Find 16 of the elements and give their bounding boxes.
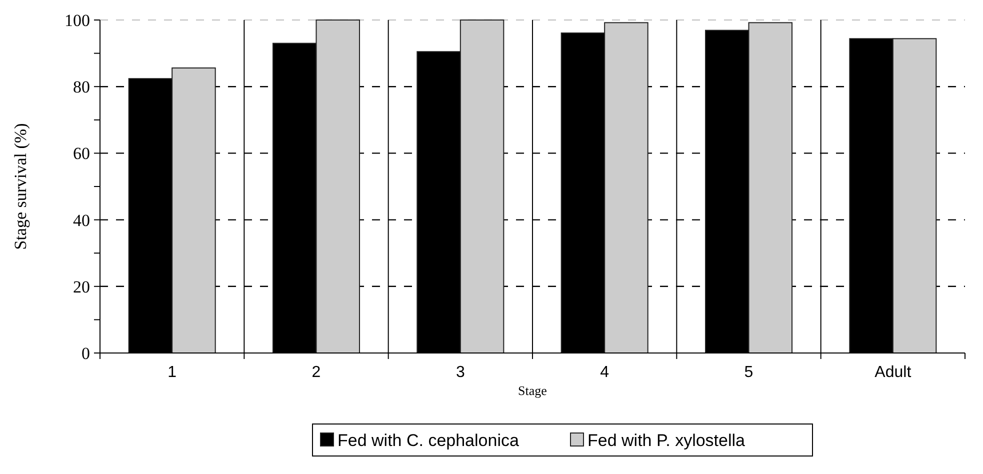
- y-tick-label: 20: [73, 277, 90, 296]
- x-tick-label: 1: [168, 364, 177, 381]
- y-tick-label: 0: [82, 344, 90, 363]
- y-tick-label: 60: [73, 144, 90, 164]
- y-axis-title: Stage survival (%): [11, 123, 30, 250]
- x-tick-label: 5: [744, 364, 754, 381]
- x-tick-label: 2: [312, 364, 321, 381]
- x-tick-label: Adult: [874, 364, 912, 381]
- x-tick-label: 4: [600, 364, 610, 381]
- y-tick-label: 100: [64, 10, 90, 30]
- y-tick-label: 80: [73, 78, 90, 97]
- x-axis-title: Stage: [518, 383, 548, 398]
- x-tick-label: 3: [456, 364, 465, 381]
- legend-label: Fed with P. xylostella: [588, 431, 746, 450]
- y-tick-label: 40: [73, 210, 90, 230]
- legend-label: Fed with C. cephalonica: [338, 431, 520, 450]
